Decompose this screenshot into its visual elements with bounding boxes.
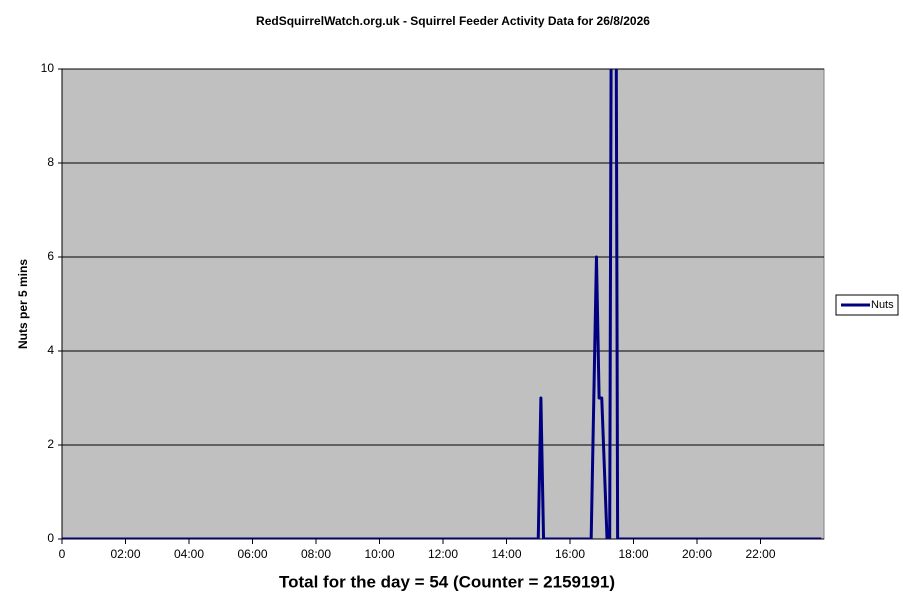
plot-area xyxy=(61,68,825,540)
y-axis-label: Nuts per 5 mins xyxy=(16,259,30,349)
x-tick-label: 06:00 xyxy=(237,547,267,561)
x-tick-label: 10:00 xyxy=(364,547,394,561)
y-tick-label: 0 xyxy=(47,531,54,545)
x-tick-label: 12:00 xyxy=(428,547,458,561)
x-tick-label: 18:00 xyxy=(618,547,648,561)
x-tick-label: 16:00 xyxy=(555,547,585,561)
y-tick-label: 4 xyxy=(47,343,54,357)
legend: Nuts xyxy=(835,294,899,316)
line-series xyxy=(62,69,822,539)
x-tick-label: 20:00 xyxy=(682,547,712,561)
x-tick-label: 0 xyxy=(59,547,66,561)
x-tick-label: 22:00 xyxy=(745,547,775,561)
annotation: Total for the day = 54 (Counter = 215919… xyxy=(279,572,615,591)
x-tick-label: 04:00 xyxy=(174,547,204,561)
chart-title: RedSquirrelWatch.org.uk - Squirrel Feede… xyxy=(256,14,650,28)
x-tick-label: 08:00 xyxy=(301,547,331,561)
y-tick-label: 6 xyxy=(47,249,54,263)
x-tick-label: 02:00 xyxy=(110,547,140,561)
y-tick-label: 10 xyxy=(41,61,55,75)
legend-label: Nuts xyxy=(871,299,894,311)
x-tick-label: 14:00 xyxy=(491,547,521,561)
y-tick-label: 2 xyxy=(47,437,54,451)
y-tick-label: 8 xyxy=(47,155,54,169)
